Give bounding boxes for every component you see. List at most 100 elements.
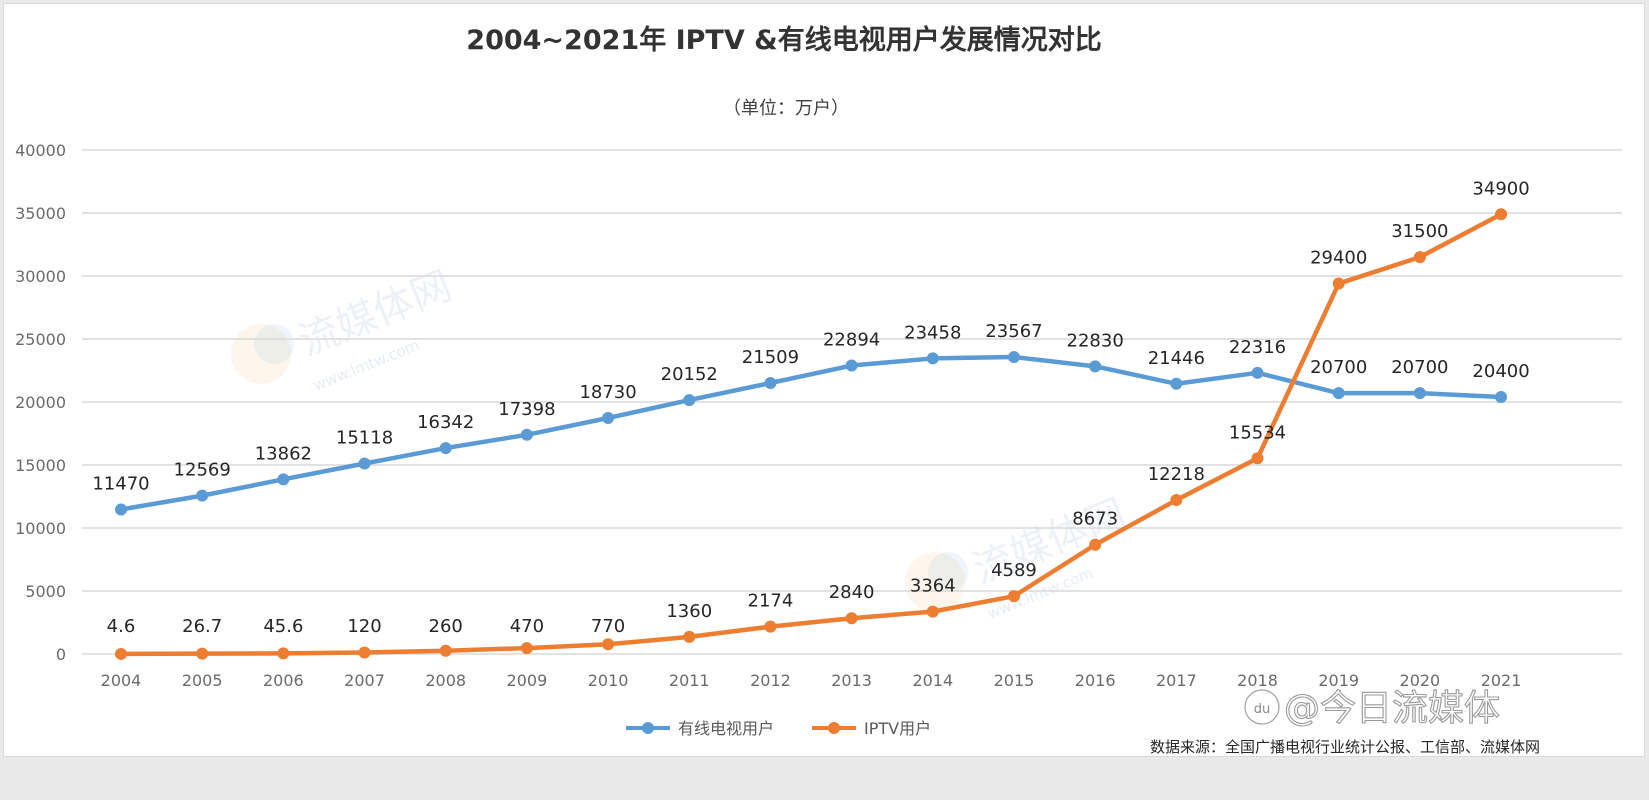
site-logo-icon: [905, 552, 965, 612]
data-label: 2174: [748, 591, 794, 612]
data-point[interactable]: [115, 503, 127, 516]
line-cable: [120, 354, 1502, 512]
data-label: 11470: [92, 473, 149, 494]
gridlines: [82, 149, 1622, 655]
series-layer: [115, 208, 1508, 660]
data-point[interactable]: [1170, 494, 1183, 507]
data-point[interactable]: [602, 412, 615, 425]
data-point[interactable]: [683, 394, 696, 407]
data-label: 15118: [336, 428, 393, 449]
data-label: 2840: [829, 582, 875, 603]
x-tick-label: 2020: [1400, 671, 1441, 690]
data-label: 20152: [661, 364, 718, 385]
data-label: 18730: [579, 382, 636, 403]
x-tick-label: 2013: [831, 671, 872, 690]
data-point[interactable]: [115, 647, 127, 660]
data-labels: 11470 12569 13862 15118 16342 17398 18730 20152…: [92, 178, 1529, 637]
data-point[interactable]: [358, 457, 371, 470]
series-iptv: [115, 208, 1508, 660]
data-point[interactable]: [196, 647, 209, 660]
data-label: 23458: [904, 322, 961, 343]
source-note: 数据来源：全国广播电视行业统计公报、工信部、流媒体网: [1150, 738, 1540, 756]
data-point[interactable]: [1495, 390, 1508, 403]
site-logo-drop-icon: [928, 552, 968, 592]
data-label: 12218: [1148, 464, 1205, 485]
x-tick-label: 2019: [1318, 671, 1359, 690]
data-point[interactable]: [1089, 360, 1102, 373]
data-point[interactable]: [1170, 377, 1183, 390]
data-label: 13862: [255, 443, 312, 464]
data-point[interactable]: [1332, 387, 1345, 400]
data-point[interactable]: [520, 428, 533, 441]
data-point[interactable]: [1413, 251, 1426, 264]
platform-handle: @今日流媒体: [1284, 688, 1500, 729]
site-watermark-text: 流媒体网: [293, 263, 459, 366]
data-point[interactable]: [602, 638, 615, 651]
x-tick-label: 2021: [1481, 671, 1522, 690]
series-cable: [115, 351, 1508, 516]
data-label: 17398: [498, 399, 555, 420]
x-tick-label: 2010: [588, 671, 629, 690]
data-label: 4.6: [107, 616, 136, 637]
data-point[interactable]: [683, 630, 696, 643]
legend-marker-cable-icon: [642, 722, 654, 734]
data-label: 8673: [1072, 509, 1118, 530]
y-axis-ticks: 0 5000 10000 15000 20000 25000 30000 35000 40000: [15, 141, 66, 664]
data-point[interactable]: [764, 376, 777, 389]
legend-item-cable[interactable]: 有线电视用户: [626, 719, 774, 738]
x-tick-label: 2007: [344, 671, 385, 690]
data-point[interactable]: [439, 644, 452, 657]
chart-canvas: 流媒体网 www.lmtw.com 流媒体网 www.lmtw.com 2004…: [15, 24, 1622, 756]
data-label: 20400: [1472, 361, 1529, 382]
chart-frame: 流媒体网 www.lmtw.com 流媒体网 www.lmtw.com 2004…: [3, 3, 1645, 757]
y-tick-label: 40000: [15, 141, 66, 160]
data-point[interactable]: [277, 473, 290, 486]
data-label: 22894: [823, 330, 880, 351]
data-label: 1360: [666, 601, 712, 622]
data-point[interactable]: [845, 359, 858, 372]
y-tick-label: 25000: [15, 330, 66, 349]
data-point[interactable]: [439, 442, 452, 455]
data-point[interactable]: [1089, 538, 1102, 551]
data-label: 45.6: [263, 616, 303, 637]
data-point[interactable]: [1413, 387, 1426, 400]
data-label: 12569: [174, 460, 231, 481]
site-logo-drop-icon: [254, 324, 294, 364]
chart-subtitle: （单位：万户）: [723, 98, 849, 119]
data-label: 22830: [1067, 330, 1124, 351]
legend-item-iptv[interactable]: IPTV用户: [812, 719, 931, 738]
x-tick-label: 2012: [750, 671, 791, 690]
data-label: 20700: [1391, 357, 1448, 378]
x-tick-label: 2004: [101, 671, 142, 690]
x-tick-label: 2017: [1156, 671, 1197, 690]
data-point[interactable]: [926, 605, 939, 618]
data-label: 26.7: [182, 616, 222, 637]
data-point[interactable]: [196, 489, 209, 502]
data-point[interactable]: [358, 646, 371, 659]
data-point[interactable]: [845, 612, 858, 625]
x-tick-label: 2016: [1075, 671, 1116, 690]
legend-marker-iptv-icon: [828, 722, 840, 734]
y-tick-label: 30000: [15, 267, 66, 286]
data-point[interactable]: [1251, 366, 1264, 379]
y-tick-label: 15000: [15, 456, 66, 475]
line-iptv: [120, 212, 1503, 657]
x-axis-ticks: 2004 2005 2006 2007 2008 2009 2010 2011 2012 2013…: [101, 671, 1522, 690]
data-point[interactable]: [520, 642, 533, 655]
data-point[interactable]: [1251, 452, 1264, 465]
x-tick-label: 2008: [425, 671, 466, 690]
data-label: 3364: [910, 576, 956, 597]
data-label: 21446: [1148, 348, 1205, 369]
data-point[interactable]: [1495, 208, 1508, 221]
x-tick-label: 2014: [912, 671, 953, 690]
data-point[interactable]: [277, 647, 290, 660]
data-point[interactable]: [1007, 351, 1020, 364]
data-point[interactable]: [1332, 277, 1345, 290]
x-tick-label: 2015: [994, 671, 1035, 690]
data-point[interactable]: [1007, 590, 1020, 603]
data-point[interactable]: [926, 352, 939, 365]
data-point[interactable]: [764, 620, 777, 633]
data-label: 20700: [1310, 357, 1367, 378]
data-label: 22316: [1229, 337, 1286, 358]
data-label: 29400: [1310, 248, 1367, 269]
